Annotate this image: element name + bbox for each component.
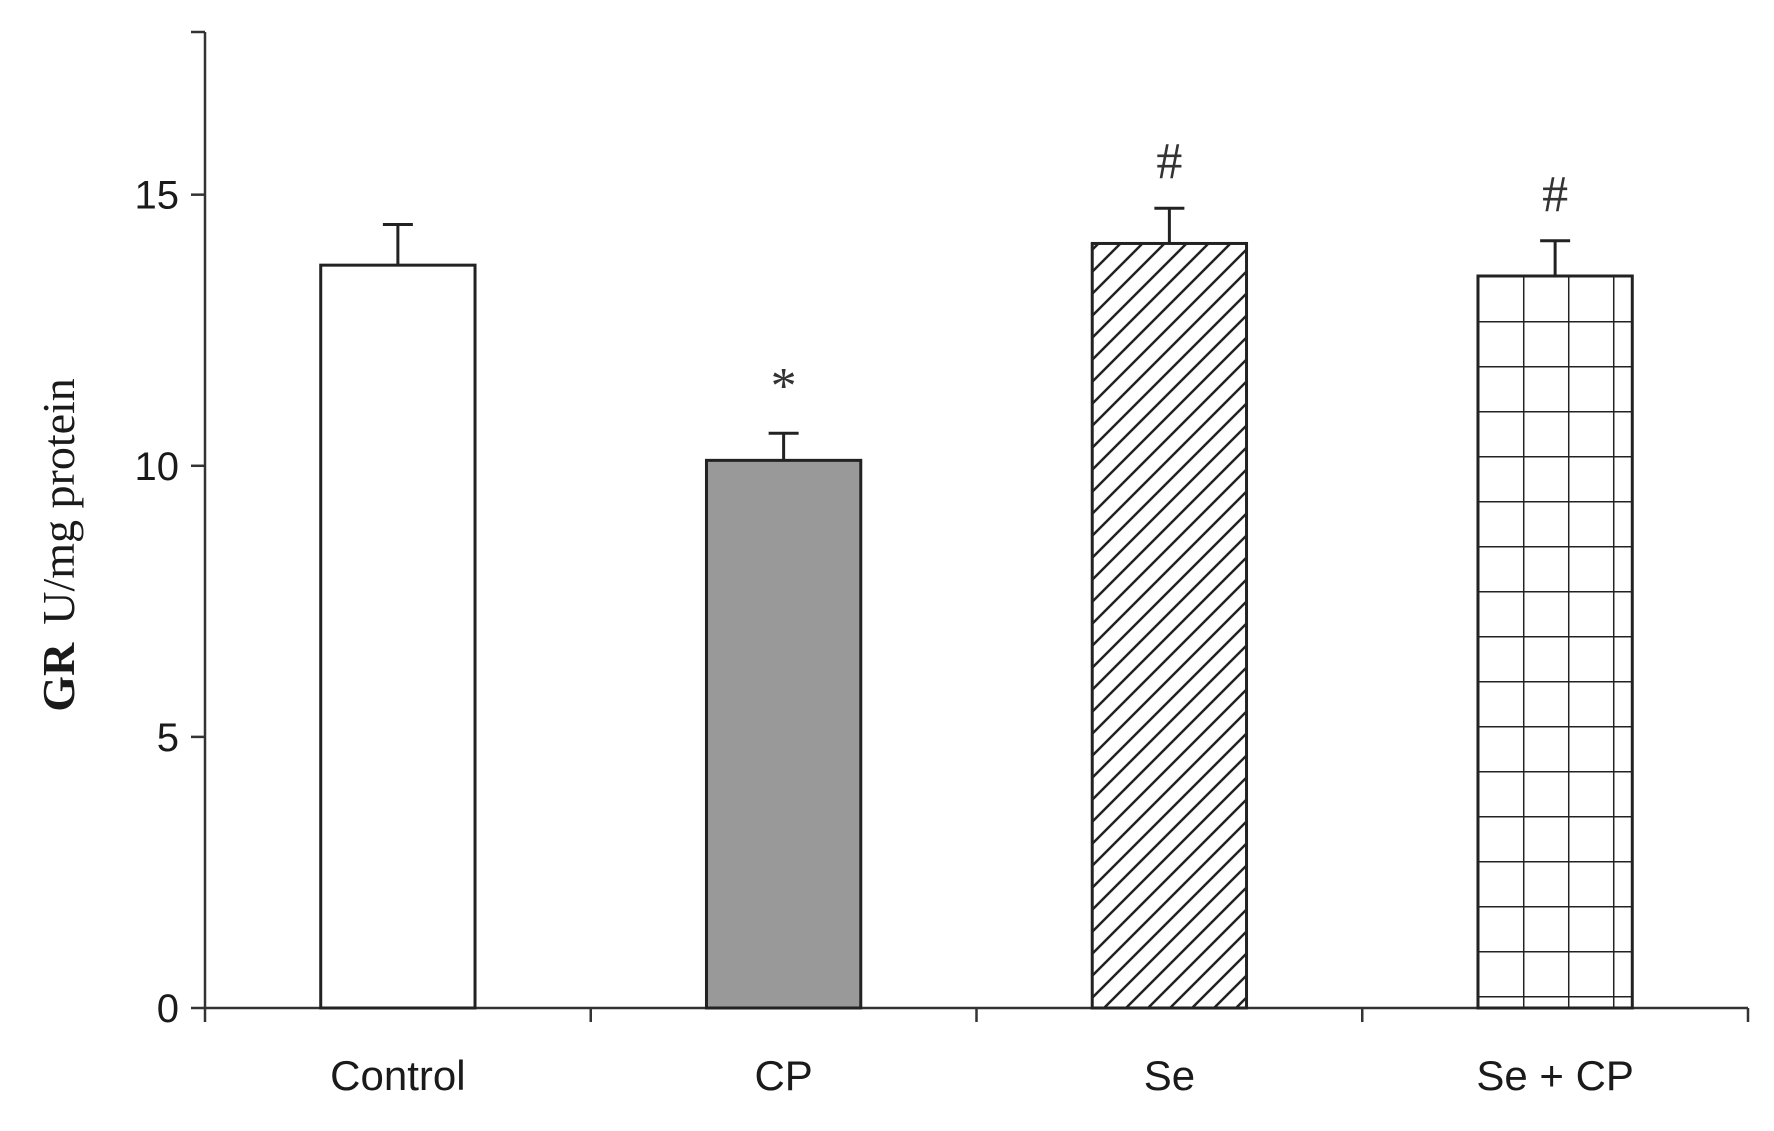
bar-series: * # # [319, 133, 1634, 1010]
bar-control [319, 263, 477, 1010]
category-labels: Control CP Se Se + CP [330, 1052, 1634, 1099]
x-label-control: Control [330, 1052, 465, 1099]
x-axis [203, 1006, 1750, 1022]
annotation-se-cp: # [1542, 166, 1568, 223]
annotation-se: # [1156, 133, 1182, 190]
y-axis-title-prefix: GR [33, 642, 84, 712]
x-label-se: Se [1144, 1052, 1195, 1099]
y-axis-title-unit: U/mg protein [33, 378, 84, 625]
y-tick-label-0: 0 [157, 987, 179, 1031]
y-axis-title: GR U/mg protein [33, 378, 84, 712]
bar-se [1090, 241, 1249, 1010]
y-tick-label-15: 15 [135, 174, 180, 218]
x-label-se-cp: Se + CP [1476, 1052, 1634, 1099]
x-label-cp: CP [754, 1052, 812, 1099]
y-axis: 0 5 10 15 [135, 30, 207, 1031]
y-tick-label-5: 5 [157, 716, 179, 760]
y-tick-label-10: 10 [135, 445, 180, 489]
annotation-cp: * [771, 358, 797, 415]
bar-cp [704, 458, 863, 1010]
bar-se-cp [1476, 274, 1634, 1010]
